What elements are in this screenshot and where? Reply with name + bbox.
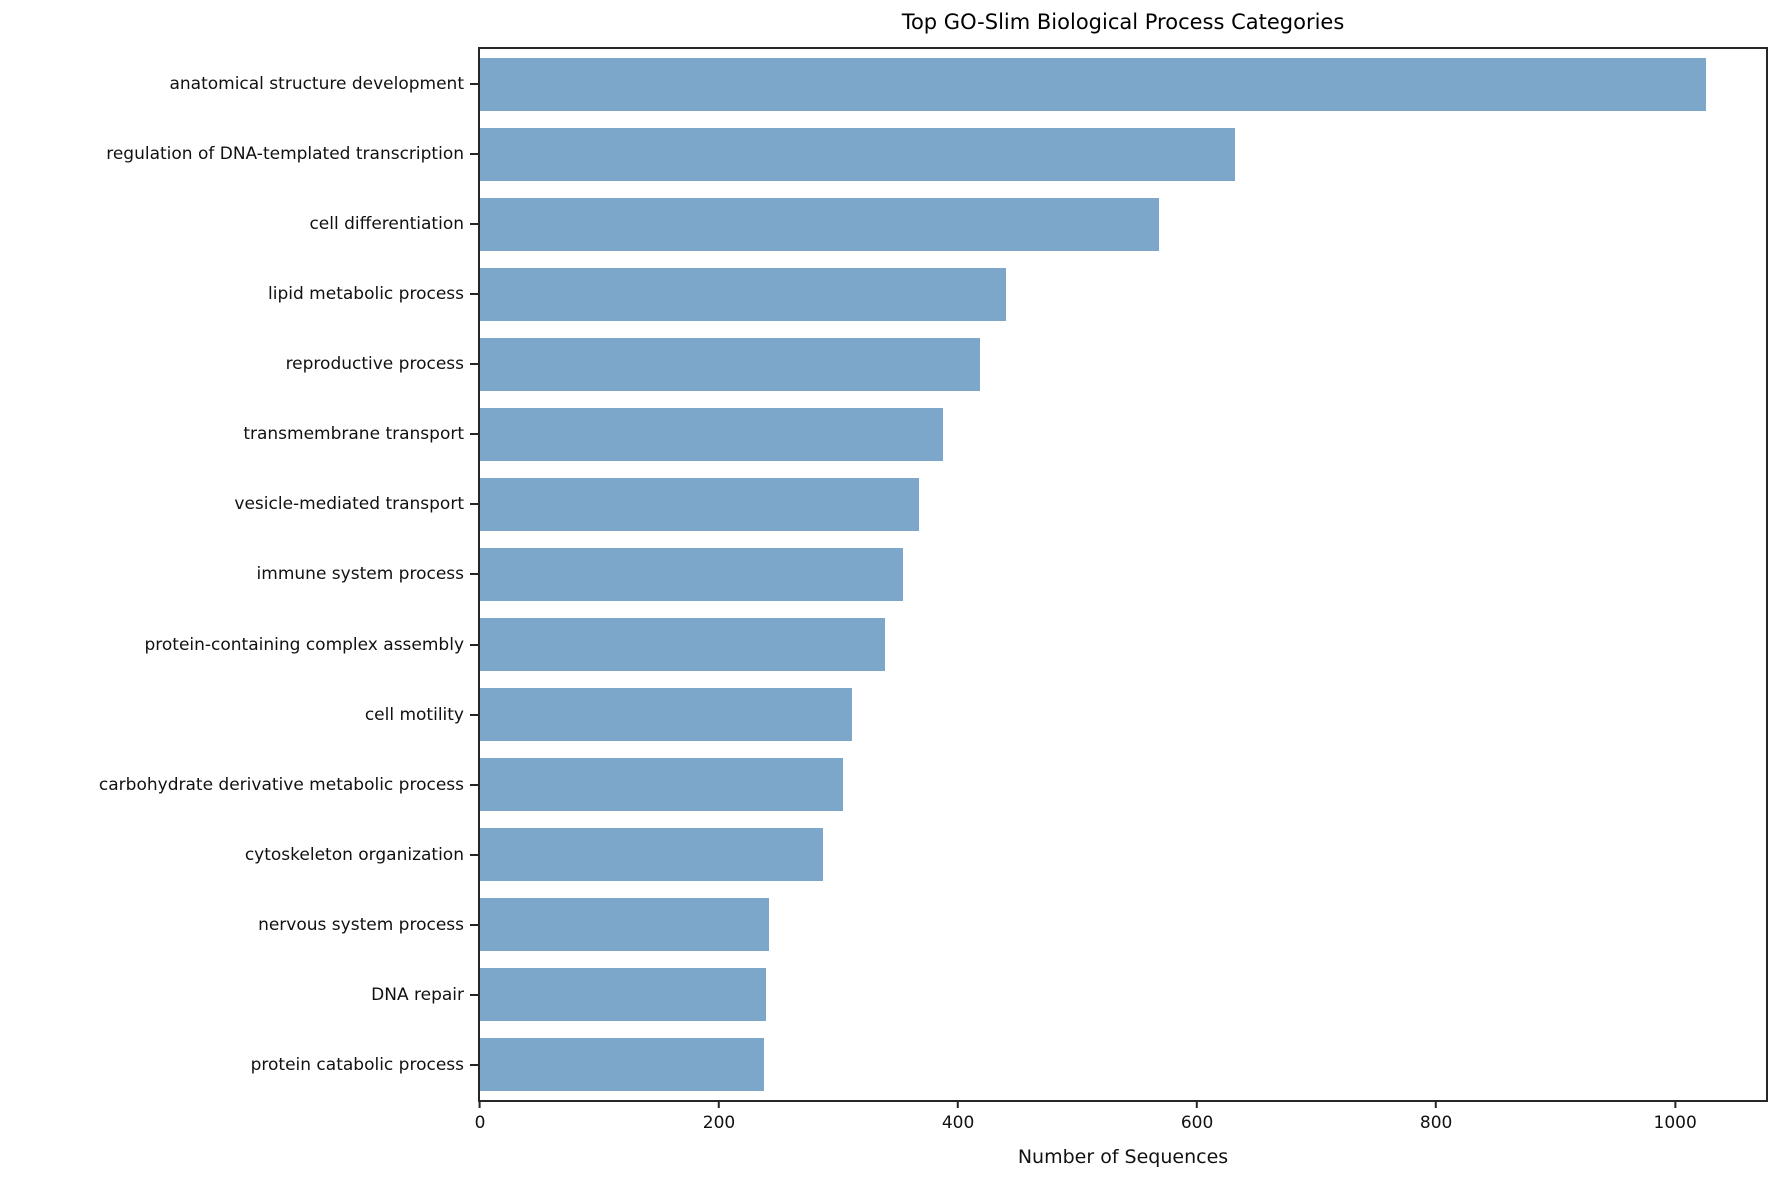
bar-row: DNA repair bbox=[371, 960, 1766, 1030]
x-tick: 400 bbox=[942, 1100, 974, 1133]
bar-5 bbox=[480, 337, 980, 391]
x-tick-label: 0 bbox=[474, 1113, 486, 1133]
bar-row: nervous system process bbox=[258, 890, 1766, 960]
bar-row: immune system process bbox=[257, 539, 1766, 609]
x-axis-label: Number of Sequences bbox=[1017, 1146, 1229, 1168]
bar-11 bbox=[480, 758, 844, 812]
bar-row: protein-containing complex assembly bbox=[144, 610, 1766, 680]
category-label: reproductive process bbox=[285, 354, 464, 375]
bar-10 bbox=[480, 688, 852, 742]
x-tick: 1000 bbox=[1654, 1100, 1697, 1133]
bar-row: vesicle-mediated transport bbox=[234, 469, 1766, 539]
bar-13 bbox=[480, 898, 770, 952]
bar-row: cytoskeleton organization bbox=[245, 820, 1766, 890]
y-tick-mark bbox=[470, 573, 478, 576]
category-label: vesicle-mediated transport bbox=[234, 494, 464, 515]
bar-14 bbox=[480, 968, 766, 1022]
bar-row: protein catabolic process bbox=[251, 1030, 1766, 1100]
bar-1 bbox=[480, 57, 1707, 111]
bar-8 bbox=[480, 547, 904, 601]
category-label: anatomical structure development bbox=[169, 74, 464, 95]
x-tick-mark bbox=[1435, 1100, 1438, 1108]
x-tick-label: 800 bbox=[1419, 1113, 1453, 1133]
bar-7 bbox=[480, 477, 919, 531]
x-tick-label: 600 bbox=[1180, 1113, 1214, 1133]
y-tick-mark bbox=[470, 783, 478, 786]
category-label: lipid metabolic process bbox=[268, 284, 464, 305]
bar-row: lipid metabolic process bbox=[268, 259, 1766, 329]
bar-row: anatomical structure development bbox=[169, 49, 1766, 119]
y-tick-mark bbox=[470, 643, 478, 646]
category-label: nervous system process bbox=[258, 914, 464, 935]
category-label: cell motility bbox=[364, 704, 464, 725]
y-tick-mark bbox=[470, 1063, 478, 1066]
bars-container: anatomical structure development regulati… bbox=[99, 49, 1766, 1100]
x-tick: 600 bbox=[1181, 1100, 1213, 1133]
bar-row: carbohydrate derivative metabolic proces… bbox=[99, 750, 1766, 820]
y-tick-mark bbox=[470, 923, 478, 926]
bar-12 bbox=[480, 828, 823, 882]
x-tick-label: 400 bbox=[941, 1113, 975, 1133]
bar-row: cell motility bbox=[365, 680, 1766, 750]
category-label: regulation of DNA-templated transcriptio… bbox=[106, 144, 464, 165]
x-axis-ticks: 0 200 400 600 800 1000 bbox=[475, 1100, 1766, 1150]
x-tick-mark bbox=[1196, 1100, 1199, 1108]
x-tick-mark bbox=[478, 1100, 481, 1108]
y-tick-mark bbox=[470, 293, 478, 296]
plot-area: anatomical structure development regulati… bbox=[99, 47, 1768, 1133]
y-tick-mark bbox=[470, 503, 478, 506]
chart-title: Top GO-Slim Biological Process Categorie… bbox=[901, 10, 1345, 34]
category-label: carbohydrate derivative metabolic proces… bbox=[98, 774, 464, 795]
x-tick-label: 1000 bbox=[1653, 1113, 1697, 1133]
y-tick-mark bbox=[470, 433, 478, 436]
y-tick-mark bbox=[470, 993, 478, 996]
y-tick-mark bbox=[470, 83, 478, 86]
bar-9 bbox=[480, 618, 886, 672]
y-tick-mark bbox=[470, 853, 478, 856]
category-label: transmembrane transport bbox=[243, 424, 464, 445]
category-label: protein-containing complex assembly bbox=[144, 634, 464, 655]
x-tick-mark bbox=[957, 1100, 960, 1108]
category-label: DNA repair bbox=[371, 984, 464, 1005]
bar-row: cell differentiation bbox=[309, 189, 1766, 259]
x-tick-mark bbox=[1674, 1100, 1677, 1108]
x-tick: 0 bbox=[474, 1100, 486, 1133]
x-tick-mark bbox=[718, 1100, 721, 1108]
bar-6 bbox=[480, 407, 943, 461]
category-label: immune system process bbox=[256, 564, 464, 585]
x-tick: 200 bbox=[703, 1100, 735, 1133]
category-label: protein catabolic process bbox=[250, 1054, 464, 1075]
bar-row: regulation of DNA-templated transcriptio… bbox=[106, 119, 1766, 189]
bar-15 bbox=[480, 1038, 765, 1092]
bar-row: transmembrane transport bbox=[243, 399, 1766, 469]
x-tick: 800 bbox=[1420, 1100, 1452, 1133]
y-tick-mark bbox=[470, 153, 478, 156]
bar-4 bbox=[480, 267, 1006, 321]
category-label: cell differentiation bbox=[309, 214, 464, 235]
bar-3 bbox=[480, 197, 1159, 251]
x-tick-label: 200 bbox=[702, 1113, 736, 1133]
bar-2 bbox=[480, 127, 1236, 181]
category-label: cytoskeleton organization bbox=[244, 844, 464, 865]
bar-row: reproductive process bbox=[286, 329, 1766, 399]
y-tick-mark bbox=[470, 363, 478, 366]
y-tick-mark bbox=[470, 223, 478, 226]
y-tick-mark bbox=[470, 713, 478, 716]
